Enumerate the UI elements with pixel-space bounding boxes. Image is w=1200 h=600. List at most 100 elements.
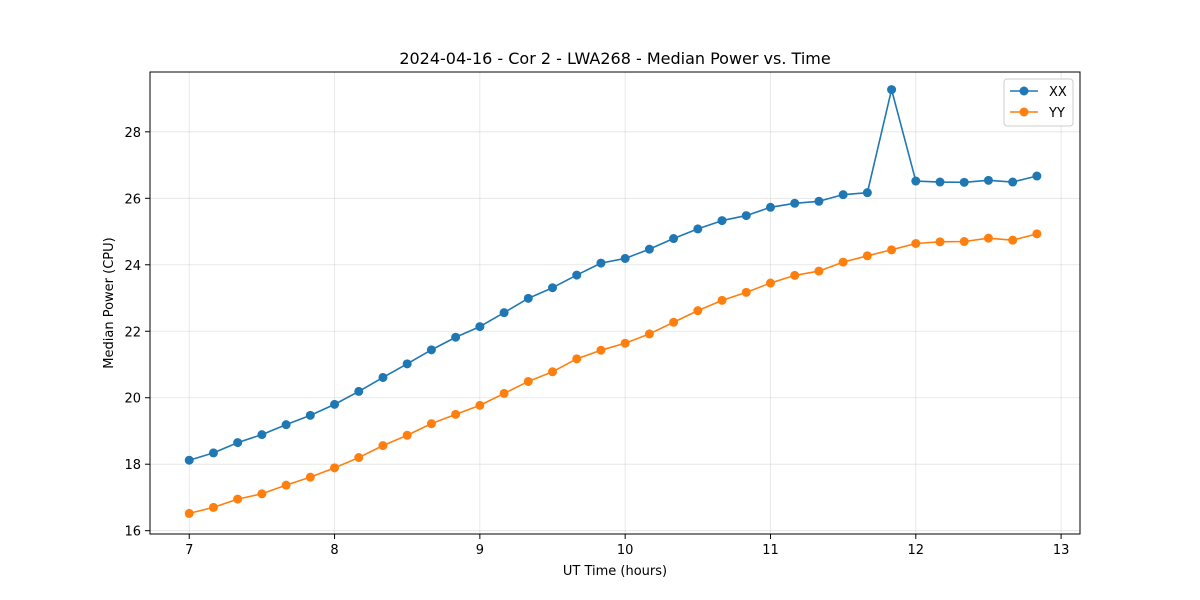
x-tick-label: 10: [617, 543, 634, 558]
data-point-yy: [523, 376, 533, 386]
data-point-xx: [548, 283, 558, 293]
y-tick-label: 28: [124, 126, 141, 141]
data-point-xx: [596, 258, 606, 268]
data-point-yy: [208, 502, 218, 512]
data-point-xx: [765, 202, 775, 212]
data-point-xx: [717, 216, 727, 226]
data-point-xx: [499, 308, 509, 318]
data-point-yy: [281, 480, 291, 490]
data-point-xx: [402, 359, 412, 369]
data-point-xx: [378, 372, 388, 382]
data-point-yy: [814, 266, 824, 276]
data-point-xx: [814, 196, 824, 206]
data-point-xx: [281, 420, 291, 430]
data-point-xx: [959, 177, 969, 187]
y-axis: 16 18 20 22 24 26 28: [124, 126, 150, 540]
legend-marker-xx: [1019, 86, 1029, 96]
legend-label-yy: YY: [1048, 106, 1065, 121]
data-point-xx: [451, 332, 461, 342]
data-point-xx: [935, 177, 945, 187]
data-point-yy: [741, 287, 751, 297]
x-axis: 7 8 9 10 11 12 13: [185, 534, 1069, 558]
data-point-yy: [1008, 235, 1018, 245]
data-point-yy: [305, 472, 315, 482]
data-point-yy: [717, 295, 727, 305]
data-point-yy: [935, 237, 945, 247]
data-point-xx: [184, 455, 194, 465]
data-point-xx: [669, 234, 679, 244]
data-point-yy: [572, 354, 582, 364]
data-point-xx: [305, 410, 315, 420]
data-point-yy: [959, 237, 969, 247]
series-layer: [184, 85, 1042, 518]
data-point-xx: [862, 188, 872, 198]
y-tick-label: 24: [124, 259, 141, 274]
series-yy: [184, 229, 1042, 518]
data-point-xx: [426, 345, 436, 355]
data-point-xx: [838, 190, 848, 200]
data-point-xx: [911, 176, 921, 186]
x-tick-label: 9: [476, 543, 484, 558]
data-point-yy: [233, 494, 243, 504]
data-point-yy: [475, 400, 485, 410]
data-point-xx: [644, 244, 654, 254]
data-point-yy: [402, 430, 412, 440]
legend-label-xx: XX: [1049, 85, 1067, 100]
data-point-yy: [1032, 229, 1042, 239]
data-point-xx: [572, 270, 582, 280]
y-tick-label: 18: [124, 458, 141, 473]
data-point-xx: [523, 293, 533, 303]
grid: [150, 72, 1080, 534]
data-point-yy: [354, 453, 364, 463]
data-point-yy: [911, 239, 921, 249]
data-point-yy: [790, 270, 800, 280]
data-point-xx: [1032, 171, 1042, 181]
data-point-yy: [644, 329, 654, 339]
legend-marker-yy: [1019, 107, 1029, 117]
data-point-yy: [620, 338, 630, 348]
data-point-xx: [983, 175, 993, 185]
x-tick-label: 12: [908, 543, 925, 558]
x-tick-label: 13: [1053, 543, 1070, 558]
y-tick-label: 16: [124, 525, 141, 540]
legend: XX YY: [1003, 78, 1074, 127]
data-point-xx: [741, 211, 751, 221]
chart-title: 2024-04-16 - Cor 2 - LWA268 - Median Pow…: [399, 49, 830, 68]
data-point-xx: [233, 438, 243, 448]
y-tick-label: 26: [124, 192, 141, 207]
data-point-yy: [378, 441, 388, 451]
data-point-xx: [620, 253, 630, 263]
data-point-yy: [330, 463, 340, 473]
data-point-yy: [184, 508, 194, 518]
x-axis-label: UT Time (hours): [563, 564, 667, 579]
data-point-xx: [887, 85, 897, 95]
y-axis-label: Median Power (CPU): [102, 237, 117, 368]
data-point-xx: [330, 399, 340, 409]
data-point-xx: [790, 198, 800, 208]
data-point-yy: [548, 367, 558, 377]
data-point-yy: [451, 409, 461, 419]
y-tick-label: 22: [124, 325, 141, 340]
data-point-yy: [499, 388, 509, 398]
data-point-yy: [693, 306, 703, 316]
x-tick-label: 8: [330, 543, 338, 558]
series-xx: [184, 85, 1042, 465]
data-point-yy: [765, 278, 775, 288]
data-point-xx: [208, 448, 218, 458]
data-point-xx: [693, 224, 703, 234]
data-point-yy: [257, 489, 267, 499]
data-point-yy: [596, 345, 606, 355]
data-point-xx: [354, 386, 364, 396]
plot-frame: [149, 71, 1081, 535]
data-point-yy: [669, 317, 679, 327]
y-tick-label: 20: [124, 392, 141, 407]
data-point-xx: [475, 322, 485, 332]
data-point-xx: [257, 430, 267, 440]
data-point-yy: [426, 419, 436, 429]
x-tick-label: 11: [762, 543, 779, 558]
data-point-xx: [1008, 177, 1018, 187]
data-point-yy: [862, 251, 872, 261]
data-point-yy: [887, 245, 897, 255]
